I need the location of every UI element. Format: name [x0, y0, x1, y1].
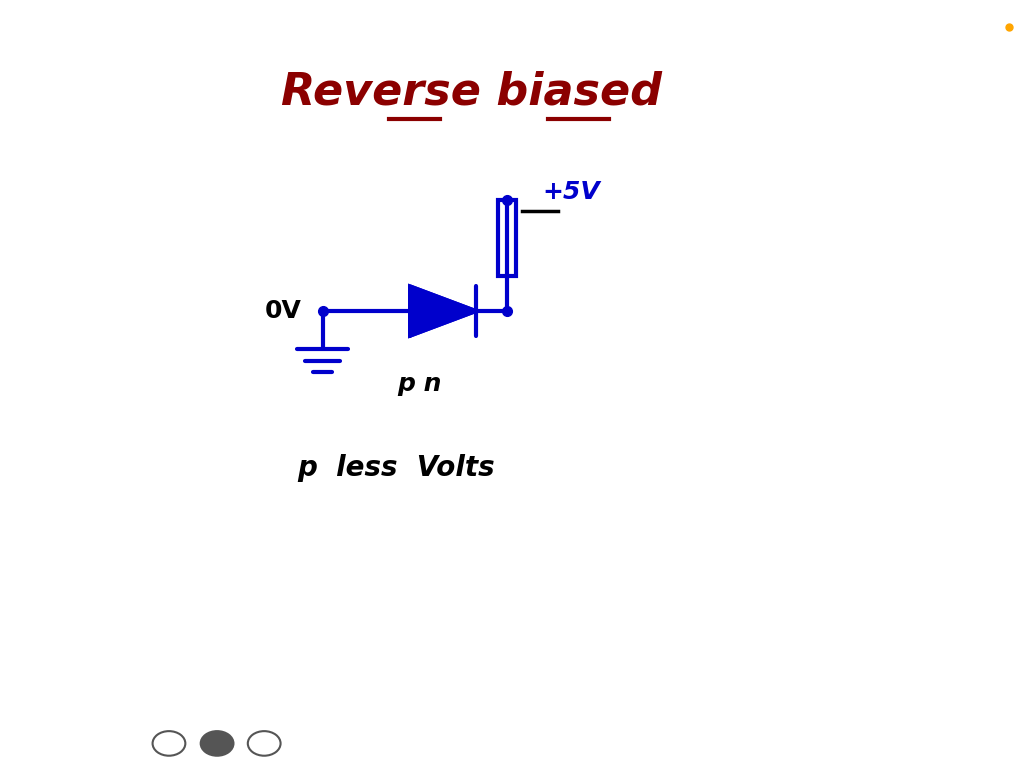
Text: 0V: 0V [265, 299, 302, 323]
Bar [498, 200, 516, 276]
Text: p  less  Volts: p less Volts [297, 455, 495, 482]
Polygon shape [410, 286, 475, 336]
Text: Reverse biased: Reverse biased [281, 71, 662, 114]
Text: +5V: +5V [543, 180, 600, 204]
Circle shape [201, 731, 233, 756]
Text: p n: p n [397, 372, 442, 396]
